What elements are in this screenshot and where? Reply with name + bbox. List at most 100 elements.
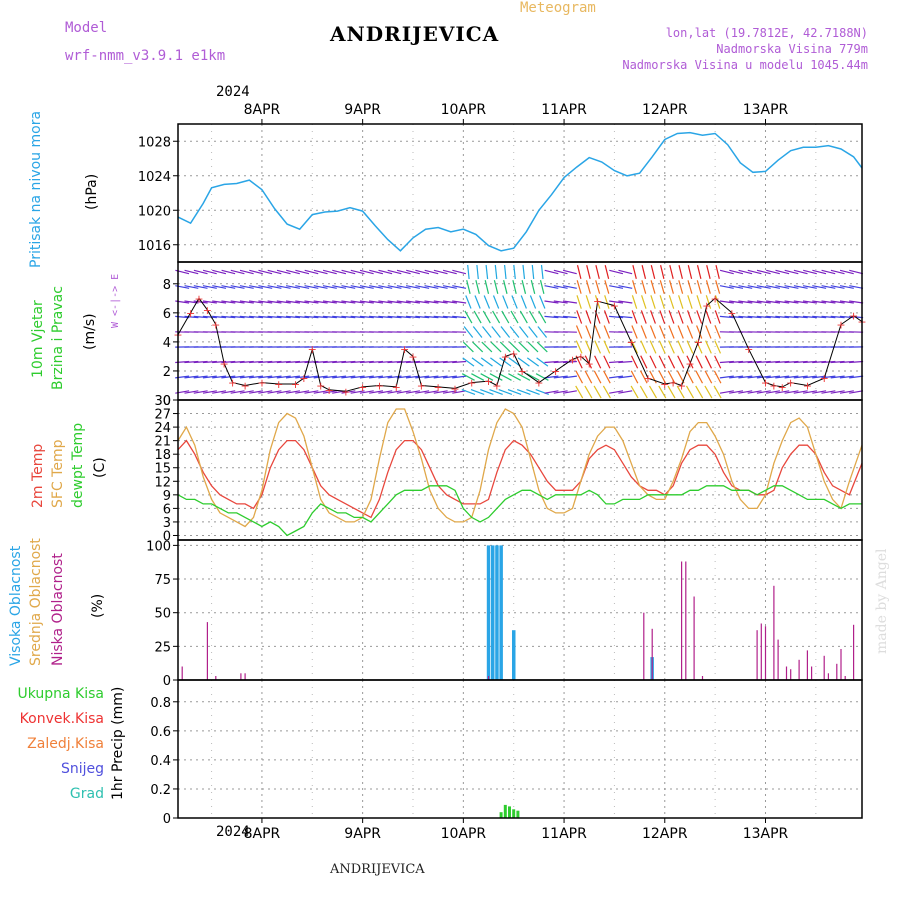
wind-arrow — [585, 280, 591, 294]
wind-arrow — [821, 315, 836, 319]
wind-arrow — [775, 269, 790, 275]
wind-arrow — [706, 265, 711, 279]
wind-arrow — [649, 325, 657, 339]
wind-arrow — [415, 300, 430, 304]
wind-gust-mark: + — [677, 379, 686, 392]
wind-arrow — [276, 375, 291, 379]
wind-arrow — [775, 375, 790, 379]
wind-arrow — [686, 355, 694, 369]
wind-arrow — [415, 269, 430, 275]
y-tick-label: 3 — [163, 516, 171, 531]
wind-arrow — [775, 300, 790, 304]
wind-arrow — [387, 269, 402, 275]
wind-gust-mark: + — [551, 365, 560, 378]
wind-arrow — [212, 375, 227, 379]
wind-arrow — [239, 360, 254, 364]
wind-arrow — [369, 390, 384, 394]
wind-arrow — [433, 375, 448, 379]
wind-arrow — [719, 375, 734, 379]
wind-arrow — [618, 285, 633, 289]
wind-arrow — [584, 370, 593, 384]
wind-arrow — [715, 280, 721, 294]
wind-arrow — [719, 360, 734, 364]
wind-arrow — [536, 341, 548, 353]
wind-arrow — [793, 315, 808, 319]
wind-gust-mark: + — [484, 375, 493, 388]
wind-arrow — [249, 300, 264, 304]
wind-arrow — [442, 390, 457, 394]
wind-arrow — [267, 300, 282, 304]
wind-arrow — [369, 360, 384, 364]
wind-arrow — [452, 269, 467, 275]
wind-arrow — [793, 285, 808, 289]
wind-arrow — [258, 360, 273, 364]
wind-arrow — [586, 265, 591, 279]
wind-gust-mark: + — [627, 336, 636, 349]
wind-arrow — [603, 340, 611, 354]
wind-arrow — [659, 325, 666, 339]
wind-arrow — [660, 265, 665, 279]
y-tick-label: 0 — [163, 812, 171, 827]
wind-arrow — [802, 360, 817, 364]
wind-arrow — [295, 300, 310, 304]
wind-gust-mark: + — [291, 378, 300, 391]
wind-arrow — [803, 269, 817, 275]
wind-arrow — [631, 325, 638, 339]
wind-arrow — [498, 389, 513, 395]
wind-arrow — [766, 300, 781, 304]
wind-arrow — [369, 375, 384, 379]
wind-gust-mark: + — [274, 378, 283, 391]
wind-arrow — [604, 295, 610, 309]
wind-arrow — [719, 300, 734, 304]
wind-gust-mark: + — [576, 350, 585, 363]
wind-arrow — [784, 360, 799, 364]
wind-arrow — [221, 390, 236, 394]
wind-arrow — [648, 385, 658, 399]
wind-arrow — [584, 385, 593, 399]
wind-arrow — [359, 390, 374, 394]
wind-arrow — [520, 295, 527, 309]
wind-arrow — [526, 389, 540, 395]
wind-arrow — [553, 375, 568, 379]
wind-arrow — [267, 390, 282, 394]
wind-arrow — [738, 300, 753, 304]
wind-arrow — [603, 370, 611, 384]
bottom-day-label: 9APR — [344, 826, 381, 842]
wind-arrow — [719, 315, 734, 319]
wind-gust-mark: + — [203, 304, 212, 317]
wind-arrow — [230, 375, 245, 379]
wind-arrow — [756, 315, 771, 319]
wind-arrow — [562, 315, 577, 319]
wind-arrow — [212, 300, 227, 304]
bottom-year: 2024 — [216, 824, 250, 840]
wind-arrow — [747, 269, 762, 275]
wind-arrow — [512, 280, 517, 294]
wind-arrow — [756, 375, 771, 379]
wind-arrow — [249, 375, 264, 379]
wind-arrow — [322, 360, 337, 364]
wind-arrow — [230, 360, 245, 364]
wind-arrow — [667, 370, 676, 384]
wind-arrow — [476, 264, 479, 280]
wind-arrow — [640, 325, 647, 339]
wind-arrow — [452, 315, 467, 319]
cloud-low-bar — [773, 585, 775, 680]
wind-arrow — [442, 360, 457, 364]
wind-arrow — [295, 269, 310, 275]
wind-arrow — [396, 315, 411, 319]
wind-arrow — [285, 360, 301, 364]
cloud-low-bar — [181, 666, 183, 680]
wind-arrow — [276, 285, 291, 289]
wind-arrow — [562, 269, 577, 275]
wind-arrow — [775, 360, 790, 364]
wind-arrow — [521, 280, 527, 294]
wind-arrow — [267, 315, 282, 319]
cloud-low-bar — [764, 626, 767, 680]
wind-arrow — [502, 295, 509, 309]
cloud-low-bar — [798, 659, 800, 680]
wind-arrow — [738, 315, 753, 319]
wind-arrow — [480, 357, 493, 367]
wind-arrow — [640, 340, 648, 354]
wind-arrow — [595, 280, 601, 294]
wind-arrow — [522, 264, 526, 280]
